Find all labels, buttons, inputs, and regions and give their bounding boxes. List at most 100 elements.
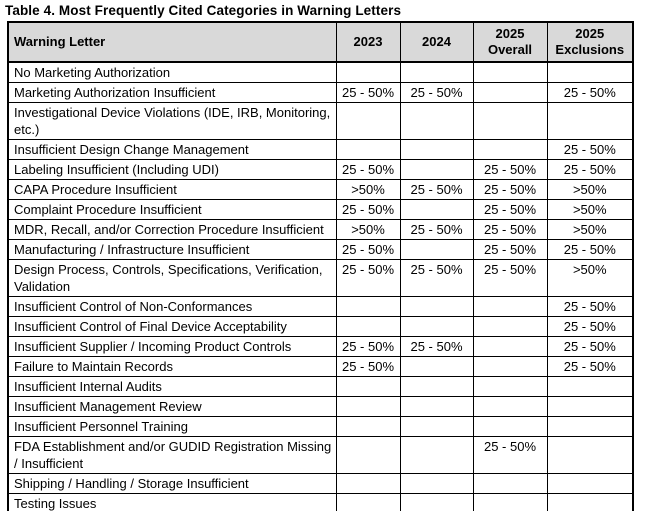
table-row: Insufficient Design Change Management 25…: [7, 139, 634, 160]
value-2025-overall-cell: [472, 336, 548, 357]
value-2025-overall-cell: [472, 139, 548, 160]
table-row: CAPA Procedure Insufficient >50% 25 - 50…: [7, 179, 634, 200]
category-cell: Insufficient Control of Non-Conformances: [7, 296, 337, 317]
table-row: Shipping / Handling / Storage Insufficie…: [7, 473, 634, 494]
category-cell: Marketing Authorization Insufficient: [7, 82, 337, 103]
value-2024-cell: [399, 436, 474, 474]
value-2023-cell: 25 - 50%: [335, 356, 401, 377]
value-2025-overall-cell: [472, 296, 548, 317]
category-cell: Testing Issues: [7, 493, 337, 511]
value-2024-cell: [399, 61, 474, 83]
value-2024-cell: [399, 356, 474, 377]
value-2024-cell: 25 - 50%: [399, 336, 474, 357]
value-2023-cell: 25 - 50%: [335, 239, 401, 260]
table-row: Investigational Device Violations (IDE, …: [7, 102, 634, 140]
value-2025-overall-cell: [472, 102, 548, 140]
value-2025-overall-cell: [472, 316, 548, 337]
value-2023-cell: [335, 296, 401, 317]
value-2025-exclusions-cell: 25 - 50%: [546, 356, 634, 377]
category-cell: Design Process, Controls, Specifications…: [7, 259, 337, 297]
value-2023-cell: [335, 436, 401, 474]
col-header-2025-overall: 2025 Overall: [472, 21, 548, 63]
value-2024-cell: [399, 473, 474, 494]
table-row: Marketing Authorization Insufficient 25 …: [7, 82, 634, 103]
col-header-warning-letter: Warning Letter: [7, 21, 337, 63]
col-header-2025-exclusions: 2025 Exclusions: [546, 21, 634, 63]
value-2024-cell: [399, 316, 474, 337]
table-row: FDA Establishment and/or GUDID Registrat…: [7, 436, 634, 474]
value-2023-cell: [335, 473, 401, 494]
category-cell: Insufficient Design Change Management: [7, 139, 337, 160]
value-2024-cell: [399, 159, 474, 180]
value-2024-cell: [399, 139, 474, 160]
value-2024-cell: 25 - 50%: [399, 219, 474, 240]
value-2023-cell: [335, 61, 401, 83]
table-row: Manufacturing / Infrastructure Insuffici…: [7, 239, 634, 260]
value-2023-cell: [335, 316, 401, 337]
value-2025-exclusions-cell: 25 - 50%: [546, 239, 634, 260]
value-2023-cell: 25 - 50%: [335, 336, 401, 357]
value-2025-exclusions-cell: 25 - 50%: [546, 316, 634, 337]
table-row: Insufficient Supplier / Incoming Product…: [7, 336, 634, 357]
value-2023-cell: [335, 493, 401, 511]
value-2025-overall-cell: [472, 493, 548, 511]
value-2023-cell: [335, 376, 401, 397]
value-2025-exclusions-cell: 25 - 50%: [546, 159, 634, 180]
category-cell: FDA Establishment and/or GUDID Registrat…: [7, 436, 337, 474]
header-row: Warning Letter 2023 2024 2025 Overall 20…: [7, 21, 634, 63]
value-2024-cell: [399, 396, 474, 417]
value-2025-exclusions-cell: [546, 436, 634, 474]
table-row: Design Process, Controls, Specifications…: [7, 259, 634, 297]
value-2024-cell: 25 - 50%: [399, 82, 474, 103]
category-cell: Insufficient Supplier / Incoming Product…: [7, 336, 337, 357]
table-row: Complaint Procedure Insufficient 25 - 50…: [7, 199, 634, 220]
value-2025-overall-cell: [472, 376, 548, 397]
value-2024-cell: 25 - 50%: [399, 259, 474, 297]
category-cell: Manufacturing / Infrastructure Insuffici…: [7, 239, 337, 260]
value-2023-cell: 25 - 50%: [335, 82, 401, 103]
value-2023-cell: [335, 139, 401, 160]
value-2025-overall-cell: 25 - 50%: [472, 239, 548, 260]
value-2024-cell: [399, 376, 474, 397]
value-2023-cell: >50%: [335, 179, 401, 200]
value-2025-overall-cell: 25 - 50%: [472, 179, 548, 200]
table-row: MDR, Recall, and/or Correction Procedure…: [7, 219, 634, 240]
category-cell: Complaint Procedure Insufficient: [7, 199, 337, 220]
value-2025-exclusions-cell: >50%: [546, 219, 634, 240]
col-header-2023: 2023: [335, 21, 401, 63]
value-2025-overall-cell: 25 - 50%: [472, 199, 548, 220]
value-2024-cell: [399, 199, 474, 220]
table-row: Labeling Insufficient (Including UDI) 25…: [7, 159, 634, 180]
col-header-2024: 2024: [399, 21, 474, 63]
value-2023-cell: 25 - 50%: [335, 259, 401, 297]
value-2025-overall-cell: [472, 473, 548, 494]
table-row: Testing Issues: [7, 493, 634, 511]
value-2025-exclusions-cell: [546, 493, 634, 511]
category-cell: Investigational Device Violations (IDE, …: [7, 102, 337, 140]
value-2025-exclusions-cell: [546, 102, 634, 140]
value-2024-cell: [399, 493, 474, 511]
category-cell: MDR, Recall, and/or Correction Procedure…: [7, 219, 337, 240]
value-2025-overall-cell: [472, 356, 548, 377]
value-2025-overall-cell: 25 - 50%: [472, 259, 548, 297]
category-cell: Insufficient Control of Final Device Acc…: [7, 316, 337, 337]
category-cell: Insufficient Internal Audits: [7, 376, 337, 397]
value-2025-overall-cell: 25 - 50%: [472, 219, 548, 240]
value-2025-exclusions-cell: 25 - 50%: [546, 139, 634, 160]
value-2025-exclusions-cell: >50%: [546, 179, 634, 200]
value-2025-overall-cell: [472, 396, 548, 417]
value-2024-cell: [399, 102, 474, 140]
category-cell: Failure to Maintain Records: [7, 356, 337, 377]
warning-letters-table: Warning Letter 2023 2024 2025 Overall 20…: [7, 21, 634, 511]
value-2024-cell: [399, 416, 474, 437]
table-row: Insufficient Control of Final Device Acc…: [7, 316, 634, 337]
value-2025-exclusions-cell: 25 - 50%: [546, 336, 634, 357]
value-2024-cell: [399, 296, 474, 317]
value-2025-overall-cell: 25 - 50%: [472, 436, 548, 474]
value-2024-cell: [399, 239, 474, 260]
category-cell: Insufficient Management Review: [7, 396, 337, 417]
value-2025-exclusions-cell: [546, 396, 634, 417]
category-cell: Labeling Insufficient (Including UDI): [7, 159, 337, 180]
value-2023-cell: [335, 396, 401, 417]
